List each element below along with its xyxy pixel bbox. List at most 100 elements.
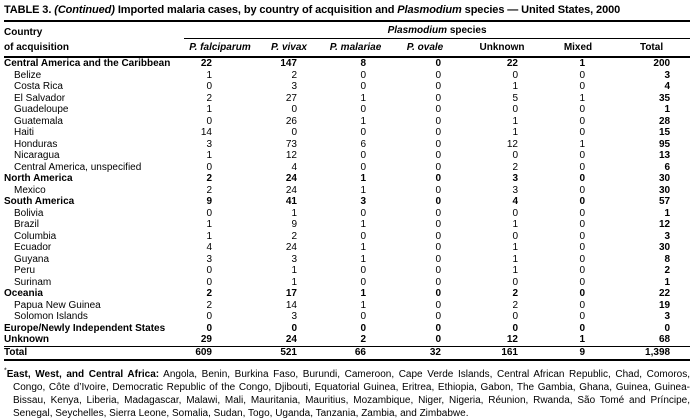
cell-total: 30 [658,184,671,196]
cell-vivax: 14 [285,299,297,311]
header-species-group: Plasmodium species [184,20,691,39]
table-row: Peru 0 1 0 0 1 0 2 [4,265,690,277]
cell-unknown: 0 [512,322,518,334]
row-label: North America [4,173,73,184]
cell-falciparum: 14 [200,127,212,138]
row-label: Papua New Guinea [14,299,101,311]
table-row: Guyana 3 3 1 0 1 0 8 [4,254,690,266]
table-body: Central America and the Caribbean 22 147… [4,57,691,361]
cell-unknown: 2 [512,288,518,299]
table-row: Unknown 29 24 2 0 12 1 68 [4,334,690,346]
table-title-species-word: Plasmodium [397,4,462,16]
table-row: El Salvador 2 27 1 0 5 1 35 [4,93,690,105]
table-row: Columbia 1 2 0 0 0 0 3 [4,231,690,243]
cell-unknown: 1 [512,115,518,127]
row-label: Central America and the Caribbean [4,58,171,69]
cell-total: 30 [658,242,671,253]
row-label: Haiti [14,127,35,138]
cell-vivax: 521 [256,345,322,361]
cell-vivax: 147 [280,58,297,69]
row-label: Costa Rica [14,81,63,92]
table-row: Surinam 0 1 0 0 0 0 1 [4,277,690,289]
cell-ovale: 0 [435,104,441,115]
cell-total: 0 [664,322,671,334]
table-row: Ecuador 4 24 1 0 1 0 30 [4,242,690,254]
cell-unknown: 0 [512,230,518,242]
cell-ovale: 0 [435,207,441,219]
cell-malariae: 1 [360,288,366,299]
cell-vivax: 0 [291,322,297,334]
cell-total: 200 [653,58,671,69]
cell-malariae: 3 [360,196,366,207]
cell-ovale: 0 [435,69,441,81]
cell-malariae: 1 [360,92,366,104]
table-row: Costa Rica 0 3 0 0 1 0 4 [4,81,690,93]
cell-malariae: 0 [360,81,366,92]
cell-malariae: 0 [360,104,366,115]
table-title-prefix: TABLE 3. [4,4,52,16]
cell-mixed: 0 [579,69,585,81]
table-row: Nicaragua 1 12 0 0 0 0 13 [4,150,690,162]
cell-mixed: 0 [579,242,585,253]
cell-malariae: 66 [322,345,389,361]
row-label: Guadeloupe [14,104,69,115]
cell-malariae: 0 [360,150,366,161]
header-row-group: Country Plasmodium species [4,20,691,39]
cell-falciparum: 9 [206,196,212,207]
cell-mixed: 0 [579,184,585,196]
cell-unknown: 1 [512,253,518,265]
cell-malariae: 1 [360,173,366,184]
row-label: Peru [14,265,36,276]
row-label: Guyana [14,253,50,265]
cell-vivax: 24 [285,173,297,184]
cell-vivax: 0 [291,104,297,115]
cell-vivax: 26 [285,115,297,127]
header-col-falciparum: P. falciparum [184,38,256,58]
cell-vivax: 1 [291,207,297,219]
table-row: Central America and the Caribbean 22 147… [4,57,690,70]
row-label: Central America, unspecified [14,161,142,173]
cell-falciparum: 1 [206,219,212,230]
table-row: Haiti 14 0 0 0 1 0 15 [4,127,690,139]
cell-malariae: 1 [360,299,366,311]
table-title: TABLE 3. (Continued) Imported malaria ca… [4,4,690,17]
row-label: Columbia [14,230,57,242]
cell-malariae: 0 [360,311,366,322]
cell-ovale: 0 [435,322,441,334]
cell-falciparum: 22 [200,58,212,69]
cell-malariae: 0 [360,322,366,334]
cell-total: 12 [658,219,671,230]
cell-total: 8 [664,253,671,265]
table-row: Belize 1 2 0 0 0 0 3 [4,70,690,82]
cell-malariae: 0 [360,230,366,242]
cell-falciparum: 4 [206,242,212,253]
cell-vivax: 3 [291,311,297,322]
cell-falciparum: 3 [206,253,212,265]
cell-vivax: 9 [291,219,297,230]
cell-falciparum: 3 [206,138,212,150]
cell-malariae: 8 [360,58,366,69]
cell-mixed: 1 [579,92,585,104]
cell-falciparum: 609 [184,345,256,361]
cell-unknown: 22 [506,58,518,69]
cell-unknown: 0 [512,150,518,161]
cell-mixed: 0 [579,299,585,311]
cell-unknown: 1 [512,219,518,230]
row-label: Unknown [4,334,49,345]
cell-total: 30 [658,173,671,184]
table-title-mid: Imported malaria cases, by country of ac… [117,4,395,16]
cell-falciparum: 0 [206,276,212,288]
cell-malariae: 0 [360,276,366,288]
cell-unknown: 1 [512,127,518,138]
cell-total: 1,398 [613,345,691,361]
cell-unknown: 0 [512,207,518,219]
cell-mixed: 0 [579,161,585,173]
row-label: Bolivia [14,207,44,219]
cell-falciparum: 0 [206,311,212,322]
table-row: Mexico 2 24 1 0 3 0 30 [4,185,690,197]
cell-vivax: 1 [291,276,297,288]
cell-mixed: 9 [543,345,613,361]
cell-total: 1 [664,276,671,288]
row-label: Surinam [14,276,52,288]
